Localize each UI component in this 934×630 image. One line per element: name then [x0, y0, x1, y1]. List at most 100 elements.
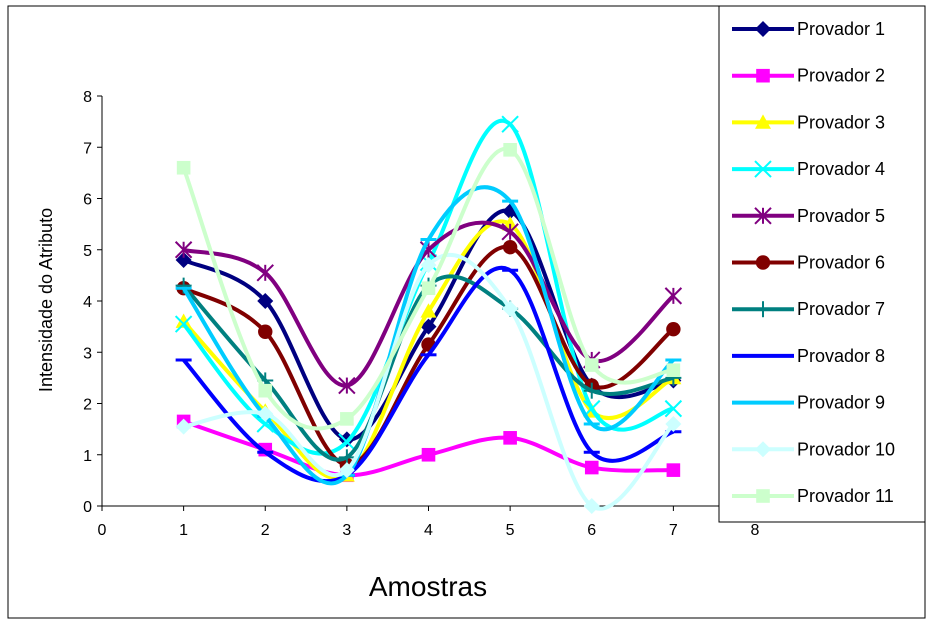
x-tick-label: 1	[179, 522, 188, 539]
marker-star	[256, 264, 274, 282]
y-tick-label: 6	[83, 192, 92, 209]
marker-x-stroke	[256, 415, 274, 433]
legend-label: Provador 3	[797, 112, 885, 132]
marker-diamond	[175, 418, 192, 435]
marker-square	[258, 383, 273, 398]
marker-star	[664, 287, 683, 305]
marker-x-stroke	[664, 399, 683, 418]
x-tick-label: 5	[506, 522, 515, 539]
legend-label: Provador 4	[797, 159, 885, 179]
x-tick-label: 7	[669, 522, 678, 539]
x-axis-label: Amostras	[369, 571, 487, 602]
legend-item: Provador 3	[732, 112, 885, 132]
y-tick-label: 7	[83, 140, 92, 157]
marker-x-stroke	[501, 115, 519, 133]
legend-item: Provador 5	[732, 206, 885, 226]
marker-square	[666, 363, 681, 377]
series-10	[175, 252, 682, 514]
marker-plus	[755, 301, 771, 318]
legend-item: Provador 1	[732, 19, 885, 39]
marker-diamond	[502, 300, 519, 317]
y-tick-label: 0	[83, 499, 92, 516]
marker-square	[421, 281, 436, 295]
legend-item: Provador 9	[732, 393, 885, 413]
legend: Provador 1 Provador 2 Provador 3 Provador 4…	[718, 5, 926, 523]
marker-circle	[502, 239, 518, 255]
marker-diamond	[175, 252, 192, 268]
x-tick-label: 8	[751, 522, 760, 539]
y-tick-label: 1	[83, 448, 92, 465]
marker-star	[338, 376, 356, 395]
marker-diamond	[583, 498, 600, 514]
legend-item: Provador 10	[732, 439, 895, 459]
marker-circle	[666, 321, 681, 337]
marker-triangle	[755, 114, 771, 129]
series-layer	[174, 115, 683, 514]
marker-star	[419, 241, 438, 259]
legend-item: Provador 4	[732, 159, 885, 179]
marker-diamond	[755, 21, 771, 37]
marker-square	[421, 447, 436, 462]
legend-label: Provador 7	[797, 299, 885, 319]
marker-x	[174, 315, 193, 333]
x-tick-label: 4	[424, 522, 433, 539]
marker-square	[340, 412, 354, 426]
marker-x	[664, 399, 683, 418]
marker-x-stroke	[754, 160, 772, 178]
marker-circle	[755, 255, 771, 270]
marker-square	[584, 460, 599, 475]
marker-square	[176, 160, 191, 175]
y-tick-label: 8	[83, 89, 92, 106]
marker-diamond	[420, 257, 437, 274]
marker-star	[754, 207, 772, 225]
marker-x	[754, 160, 772, 178]
marker-diamond	[420, 318, 437, 335]
x-tick-label: 6	[587, 522, 596, 539]
legend-label: Provador 8	[797, 346, 885, 366]
marker-triangle	[420, 303, 437, 318]
marker-star	[501, 223, 519, 241]
legend-label: Provador 1	[797, 19, 885, 39]
y-tick-label: 2	[83, 397, 92, 414]
legend-item: Provador 7	[732, 299, 885, 319]
legend-item: Provador 2	[732, 66, 885, 86]
marker-circle	[258, 324, 273, 339]
legend-item: Provador 8	[732, 346, 885, 366]
marker-square	[584, 358, 599, 372]
marker-square	[756, 489, 770, 503]
marker-square	[666, 463, 681, 477]
marker-star	[174, 241, 193, 259]
y-tick-label: 3	[83, 345, 92, 362]
legend-label: Provador 11	[797, 486, 894, 506]
y-tick-label: 5	[83, 243, 92, 260]
legend-item: Provador 11	[732, 486, 894, 506]
legend-label: Provador 10	[797, 439, 895, 459]
x-tick-label: 2	[261, 522, 270, 539]
marker-square	[503, 143, 517, 157]
legend-label: Provador 2	[797, 66, 885, 86]
marker-square	[503, 431, 517, 445]
marker-diamond	[257, 405, 274, 422]
series-4	[174, 115, 683, 456]
legend-label: Provador 9	[797, 393, 885, 413]
marker-plus	[583, 382, 600, 399]
marker-x	[338, 433, 356, 451]
series-11	[176, 143, 681, 431]
y-axis-label: Intensidade do Atributo	[36, 208, 56, 392]
marker-x-stroke	[338, 433, 356, 451]
y-tick-label: 4	[83, 294, 92, 311]
marker-square	[756, 68, 770, 83]
legend-label: Provador 5	[797, 206, 885, 226]
marker-diamond	[755, 441, 771, 458]
legend-item: Provador 6	[732, 253, 885, 273]
marker-triangle	[175, 313, 192, 328]
legend-label: Provador 6	[797, 253, 885, 273]
axes: 0 1 2 3 4 5 6 7 8 0 1 2 3 4 5 6 7 8	[83, 89, 759, 539]
marker-x	[501, 115, 519, 133]
series-line	[182, 119, 674, 456]
x-tick-label: 3	[342, 522, 351, 539]
marker-diamond	[257, 293, 274, 309]
x-tick-label: 0	[98, 522, 107, 539]
